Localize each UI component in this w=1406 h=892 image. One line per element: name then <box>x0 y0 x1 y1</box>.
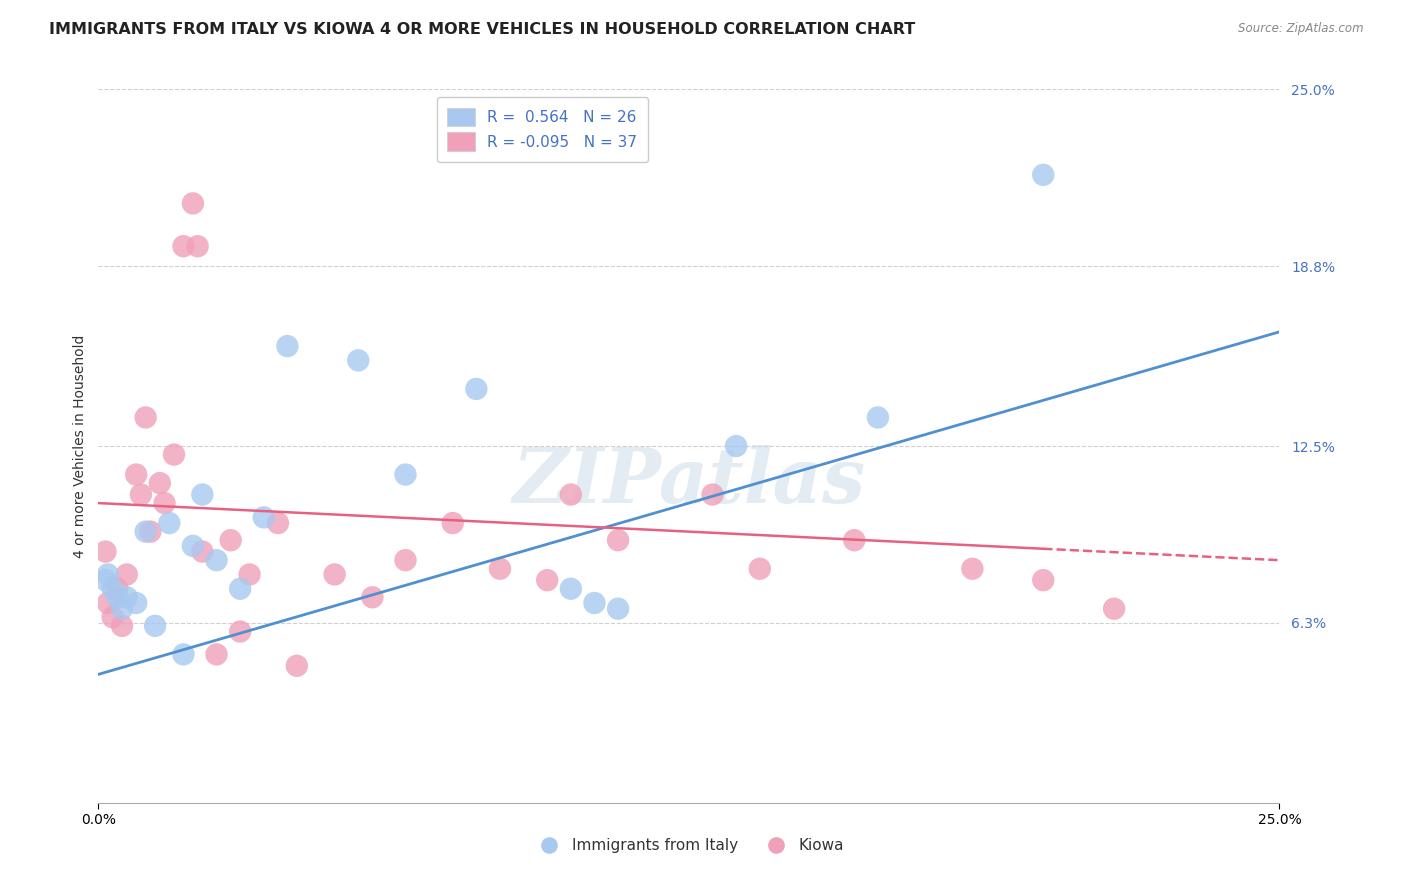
Point <box>125 596 148 610</box>
Point <box>253 510 276 524</box>
Point <box>560 582 582 596</box>
Point <box>115 567 138 582</box>
Point <box>229 582 252 596</box>
Point <box>135 410 157 425</box>
Point <box>1102 601 1125 615</box>
Point <box>97 596 120 610</box>
Point <box>239 567 262 582</box>
Point <box>101 610 124 624</box>
Point <box>125 467 148 482</box>
Point <box>748 562 770 576</box>
Point <box>153 496 176 510</box>
Point <box>441 516 464 530</box>
Point <box>181 196 204 211</box>
Point <box>844 533 866 548</box>
Point <box>111 601 134 615</box>
Point <box>361 591 384 605</box>
Point <box>219 533 242 548</box>
Point <box>560 487 582 501</box>
Point <box>111 619 134 633</box>
Point <box>105 582 128 596</box>
Point <box>583 596 606 610</box>
Point <box>607 601 630 615</box>
Point <box>129 487 152 501</box>
Point <box>229 624 252 639</box>
Point <box>347 353 370 368</box>
Point <box>115 591 138 605</box>
Point <box>187 239 209 253</box>
Point <box>536 573 558 587</box>
Point <box>205 553 228 567</box>
Legend: Immigrants from Italy, Kiowa: Immigrants from Italy, Kiowa <box>527 832 851 859</box>
Point <box>94 544 117 558</box>
Text: Source: ZipAtlas.com: Source: ZipAtlas.com <box>1239 22 1364 36</box>
Point <box>489 562 512 576</box>
Point <box>101 582 124 596</box>
Point <box>163 448 186 462</box>
Point <box>191 487 214 501</box>
Point <box>285 658 308 673</box>
Point <box>962 562 984 576</box>
Point <box>1032 573 1054 587</box>
Point <box>394 467 416 482</box>
Point <box>172 648 194 662</box>
Point <box>143 619 166 633</box>
Point <box>135 524 157 539</box>
Point <box>607 533 630 548</box>
Text: ZIPatlas: ZIPatlas <box>512 445 866 518</box>
Point <box>205 648 228 662</box>
Point <box>1032 168 1054 182</box>
Point <box>276 339 298 353</box>
Point <box>323 567 346 582</box>
Point <box>702 487 724 501</box>
Y-axis label: 4 or more Vehicles in Household: 4 or more Vehicles in Household <box>73 334 87 558</box>
Point <box>94 573 117 587</box>
Point <box>465 382 488 396</box>
Point <box>139 524 162 539</box>
Point <box>725 439 748 453</box>
Point <box>149 476 172 491</box>
Point <box>97 567 120 582</box>
Point <box>181 539 204 553</box>
Point <box>172 239 194 253</box>
Point <box>394 553 416 567</box>
Point <box>191 544 214 558</box>
Point <box>866 410 889 425</box>
Point <box>105 591 128 605</box>
Point <box>157 516 180 530</box>
Text: IMMIGRANTS FROM ITALY VS KIOWA 4 OR MORE VEHICLES IN HOUSEHOLD CORRELATION CHART: IMMIGRANTS FROM ITALY VS KIOWA 4 OR MORE… <box>49 22 915 37</box>
Point <box>267 516 290 530</box>
